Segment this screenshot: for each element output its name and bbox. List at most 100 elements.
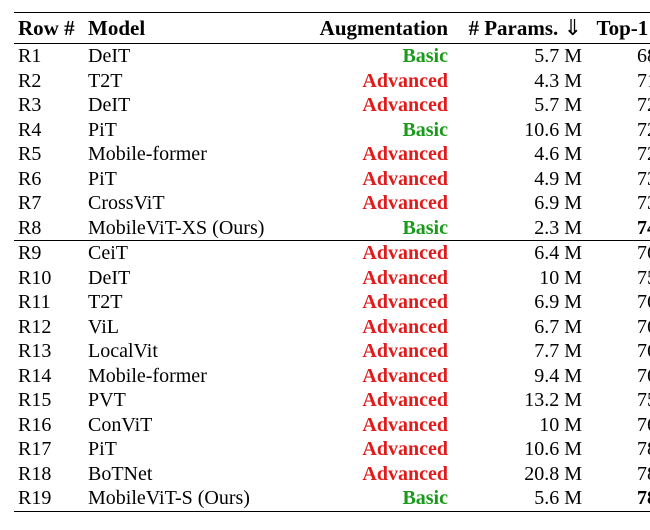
header-augmentation: Augmentation [319, 15, 448, 40]
cell-top1: 71.7 [637, 69, 650, 92]
table-row: R6 PiT Advanced 4.9 M 73.0 [14, 167, 650, 192]
table-row: R4 PiT Basic 10.6 M 72.4 [14, 118, 650, 143]
cell-params: 20.8 M [524, 462, 582, 485]
cell-row-number: R18 [18, 462, 52, 485]
cell-params: 7.7 M [534, 340, 582, 363]
cell-augmentation: Advanced [362, 143, 448, 166]
cell-params: 4.6 M [534, 143, 582, 166]
cell-model: CeiT [84, 240, 284, 266]
cell-model: ViL [88, 315, 120, 338]
cell-params: 5.6 M [452, 486, 586, 512]
table-row: R7 CrossViT Advanced 6.9 M 73.4 [14, 191, 650, 216]
header-row-number: Row # [18, 15, 75, 40]
cell-model: Mobile-former [88, 143, 207, 166]
cell-row-number: R19 [14, 486, 84, 512]
cell-augmentation: Advanced [362, 69, 448, 92]
cell-row-number: R1 [18, 45, 42, 68]
cell-top1: 68.7 [637, 45, 650, 68]
cell-model: LocalVit [88, 340, 158, 363]
down-arrow-icon: ⇓ [563, 15, 582, 41]
cell-augmentation: Basic [284, 486, 452, 512]
cell-params: 9.4 M [534, 364, 582, 387]
cell-model: T2T [88, 291, 123, 314]
cell-row-number: R16 [18, 413, 52, 436]
cell-top1: 72.4 [637, 118, 650, 141]
table-row: R3 DeIT Advanced 5.7 M 72.2 [14, 93, 650, 118]
cell-top1: 76.7 [637, 315, 650, 338]
cell-row-number: R8 [14, 215, 84, 241]
comparison-table: Row # Model Augmentation # Params. ⇓ Top… [14, 12, 650, 512]
cell-params: 5.7 M [534, 94, 582, 117]
cell-augmentation: Advanced [362, 438, 448, 461]
table-row: R14 Mobile-former Advanced 9.4 M 76.7 [14, 364, 650, 389]
results-table-container: Row # Model Augmentation # Params. ⇓ Top… [14, 12, 650, 512]
cell-top1: 76.5 [637, 291, 650, 314]
table-body: R1 DeIT Basic 5.7 M 68.7 R2 T2T Advanced 4.3 M 71… [14, 44, 650, 512]
cell-model: PiT [88, 118, 117, 141]
table-row: R12 ViL Advanced 6.7 M 76.7 [14, 315, 650, 340]
cell-augmentation: Advanced [362, 340, 448, 363]
cell-params: 2.3 M [452, 215, 586, 241]
cell-row-number: R4 [18, 118, 42, 141]
cell-model: MobileViT-XS (Ours) [84, 215, 284, 241]
cell-augmentation: Advanced [284, 240, 452, 266]
cell-model: DeIT [88, 45, 131, 68]
header-top1: Top-1 ⇑ [586, 13, 650, 44]
table-row: R11 T2T Advanced 6.9 M 76.5 [14, 290, 650, 315]
cell-row-number: R10 [18, 266, 52, 289]
cell-augmentation: Advanced [362, 413, 448, 436]
cell-row-number: R3 [18, 94, 42, 117]
cell-params: 4.9 M [534, 167, 582, 190]
cell-params: 4.3 M [534, 69, 582, 92]
cell-augmentation: Advanced [362, 315, 448, 338]
cell-params: 13.2 M [524, 389, 582, 412]
header-top1-label: Top-1 [596, 15, 649, 40]
cell-augmentation: Advanced [362, 192, 448, 215]
cell-model: PiT [88, 167, 117, 190]
cell-params: 10 M [539, 266, 582, 289]
table-row: R18 BoTNet Advanced 20.8 M 78.3 [14, 462, 650, 487]
cell-row-number: R5 [18, 143, 42, 166]
cell-params: 6.9 M [534, 192, 582, 215]
cell-model: MobileViT-S (Ours) [84, 486, 284, 512]
cell-model: DeIT [88, 266, 131, 289]
cell-row-number: R13 [18, 340, 52, 363]
cell-params: 6.9 M [534, 291, 582, 314]
cell-augmentation: Basic [402, 118, 448, 141]
table-row: R17 PiT Advanced 10.6 M 78.1 [14, 437, 650, 462]
cell-top1: 73.0 [637, 167, 650, 190]
cell-augmentation: Advanced [362, 167, 448, 190]
cell-top1: 76.1 [637, 340, 650, 363]
cell-top1: 78.1 [637, 438, 650, 461]
table-row: R15 PVT Advanced 13.2 M 75.1 [14, 388, 650, 413]
cell-top1: 76.7 [637, 364, 650, 387]
cell-row-number: R6 [18, 167, 42, 190]
cell-row-number: R11 [18, 291, 51, 314]
table-header-row: Row # Model Augmentation # Params. ⇓ Top… [14, 12, 650, 44]
cell-params: 10 M [539, 413, 582, 436]
cell-top1: 76.4 [586, 240, 650, 266]
cell-params: 6.4 M [452, 240, 586, 266]
cell-row-number: R2 [18, 69, 42, 92]
table-row: R10 DeIT Advanced 10 M 75.9 [14, 266, 650, 291]
cell-model: CrossViT [88, 192, 165, 215]
cell-model: PiT [88, 438, 117, 461]
cell-top1: 75.9 [637, 266, 650, 289]
cell-top1: 78.4 [586, 486, 650, 512]
cell-params: 6.7 M [534, 315, 582, 338]
cell-row-number: R15 [18, 389, 52, 412]
cell-model: Mobile-former [88, 364, 207, 387]
cell-augmentation: Advanced [362, 291, 448, 314]
cell-top1: 72.2 [637, 94, 650, 117]
cell-model: DeIT [88, 94, 131, 117]
cell-augmentation: Basic [402, 45, 448, 68]
cell-row-number: R14 [18, 364, 52, 387]
table-row: R2 T2T Advanced 4.3 M 71.7 [14, 69, 650, 94]
cell-top1: 72.8 [637, 143, 650, 166]
cell-augmentation: Advanced [362, 266, 448, 289]
header-params: # Params. ⇓ [452, 13, 586, 44]
table-row: R16 ConViT Advanced 10 M 76.7 [14, 413, 650, 438]
